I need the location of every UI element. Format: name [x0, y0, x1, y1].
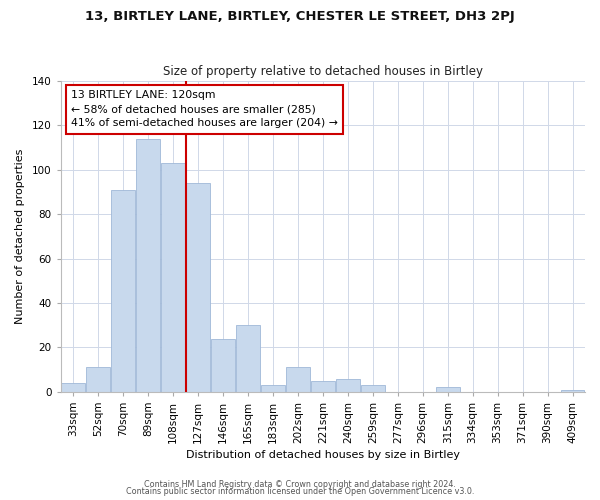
Bar — [211, 338, 235, 392]
Bar — [136, 139, 160, 392]
Bar — [261, 385, 285, 392]
Bar — [560, 390, 584, 392]
X-axis label: Distribution of detached houses by size in Birtley: Distribution of detached houses by size … — [186, 450, 460, 460]
Text: 13, BIRTLEY LANE, BIRTLEY, CHESTER LE STREET, DH3 2PJ: 13, BIRTLEY LANE, BIRTLEY, CHESTER LE ST… — [85, 10, 515, 23]
Bar — [436, 388, 460, 392]
Text: Contains public sector information licensed under the Open Government Licence v3: Contains public sector information licen… — [126, 487, 474, 496]
Bar — [61, 383, 85, 392]
Bar — [86, 368, 110, 392]
Bar — [336, 378, 359, 392]
Text: Contains HM Land Registry data © Crown copyright and database right 2024.: Contains HM Land Registry data © Crown c… — [144, 480, 456, 489]
Bar — [236, 326, 260, 392]
Bar — [186, 183, 210, 392]
Text: 13 BIRTLEY LANE: 120sqm
← 58% of detached houses are smaller (285)
41% of semi-d: 13 BIRTLEY LANE: 120sqm ← 58% of detache… — [71, 90, 338, 128]
Bar — [111, 190, 135, 392]
Y-axis label: Number of detached properties: Number of detached properties — [15, 149, 25, 324]
Title: Size of property relative to detached houses in Birtley: Size of property relative to detached ho… — [163, 66, 483, 78]
Bar — [161, 163, 185, 392]
Bar — [286, 368, 310, 392]
Bar — [311, 381, 335, 392]
Bar — [361, 385, 385, 392]
